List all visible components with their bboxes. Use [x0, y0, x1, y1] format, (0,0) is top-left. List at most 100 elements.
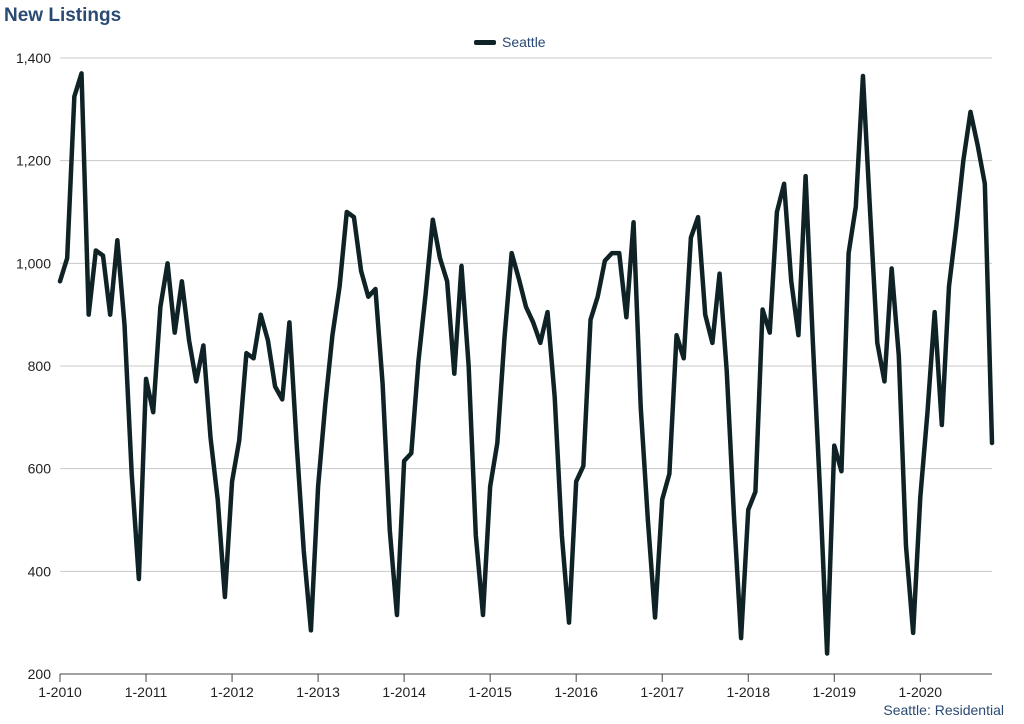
data-point [940, 423, 944, 427]
data-point [345, 210, 349, 214]
data-point [639, 405, 643, 409]
data-point [524, 305, 528, 309]
data-point [323, 403, 327, 407]
legend-label-seattle: Seattle [502, 34, 546, 50]
y-tick-labels: 200 400 600 800 1,000 1,200 1,400 [16, 50, 51, 682]
data-point [710, 341, 714, 345]
data-point [811, 338, 815, 342]
data-point [252, 356, 256, 360]
data-point [295, 441, 299, 445]
x-tick-label: 1-2013 [296, 684, 340, 700]
data-point [166, 261, 170, 265]
data-point [381, 382, 385, 386]
data-point [968, 110, 972, 114]
data-point [230, 480, 234, 484]
data-point [847, 251, 851, 255]
data-point [194, 379, 198, 383]
data-point [459, 264, 463, 268]
data-point [739, 636, 743, 640]
data-point [416, 359, 420, 363]
data-point [911, 631, 915, 635]
data-point [481, 613, 485, 617]
data-point [775, 210, 779, 214]
data-point [667, 472, 671, 476]
series-line-seattle [57, 71, 995, 656]
data-point [682, 356, 686, 360]
data-point [309, 628, 313, 632]
data-point [976, 143, 980, 147]
data-point [338, 284, 342, 288]
x-tick-label: 1-2018 [726, 684, 770, 700]
x-tick-label: 1-2020 [899, 684, 943, 700]
x-tick-labels: 1-2010 1-2011 1-2012 1-2013 1-2014 1-2015 1-20… [38, 684, 942, 700]
data-point [782, 182, 786, 186]
data-point [531, 320, 535, 324]
data-point [617, 251, 621, 255]
data-point [144, 377, 148, 381]
data-point [352, 215, 356, 219]
data-point [316, 485, 320, 489]
data-point [632, 220, 636, 224]
data-point [467, 364, 471, 368]
data-point [882, 379, 886, 383]
data-point [675, 333, 679, 337]
data-point [553, 395, 557, 399]
y-tick-label: 800 [28, 358, 52, 374]
data-point [388, 528, 392, 532]
data-point [546, 310, 550, 314]
data-point [624, 315, 628, 319]
data-point [574, 480, 578, 484]
data-point [266, 338, 270, 342]
data-point [718, 272, 722, 276]
chart-title: New Listings [4, 5, 122, 26]
data-point [180, 279, 184, 283]
footer-source-label: Seattle: Residential [883, 702, 1004, 718]
data-point [108, 313, 112, 317]
data-point [746, 508, 750, 512]
data-point [961, 159, 965, 163]
data-point [990, 441, 994, 445]
data-point [130, 472, 134, 476]
data-point [832, 444, 836, 448]
y-tick-label: 1,000 [16, 255, 51, 271]
data-point [818, 487, 822, 491]
data-point [259, 313, 263, 317]
data-point [373, 287, 377, 291]
data-point [689, 236, 693, 240]
data-point [402, 459, 406, 463]
y-tick-label: 200 [28, 666, 52, 682]
data-point [567, 621, 571, 625]
data-point [65, 256, 69, 260]
data-point [732, 513, 736, 517]
data-point [560, 533, 564, 537]
data-point [875, 341, 879, 345]
x-tick-label: 1-2011 [125, 684, 168, 700]
data-point [330, 333, 334, 337]
data-point [158, 305, 162, 309]
x-tick-label: 1-2016 [554, 684, 598, 700]
data-point [796, 333, 800, 337]
data-point [438, 256, 442, 260]
data-point [768, 331, 772, 335]
data-point [839, 469, 843, 473]
data-point [646, 518, 650, 522]
data-point [452, 372, 456, 376]
data-point [890, 266, 894, 270]
data-point [954, 225, 958, 229]
data-point [596, 295, 600, 299]
data-point [187, 338, 191, 342]
x-tick-label: 1-2012 [210, 684, 254, 700]
legend[interactable]: Seattle [474, 34, 546, 50]
data-point [72, 95, 76, 99]
x-tick-label: 1-2014 [382, 684, 426, 700]
data-point [280, 397, 284, 401]
data-point [947, 284, 951, 288]
data-point [287, 320, 291, 324]
data-point [725, 369, 729, 373]
data-point [87, 313, 91, 317]
data-point [918, 495, 922, 499]
data-point [854, 205, 858, 209]
data-point [502, 336, 506, 340]
data-point [696, 215, 700, 219]
